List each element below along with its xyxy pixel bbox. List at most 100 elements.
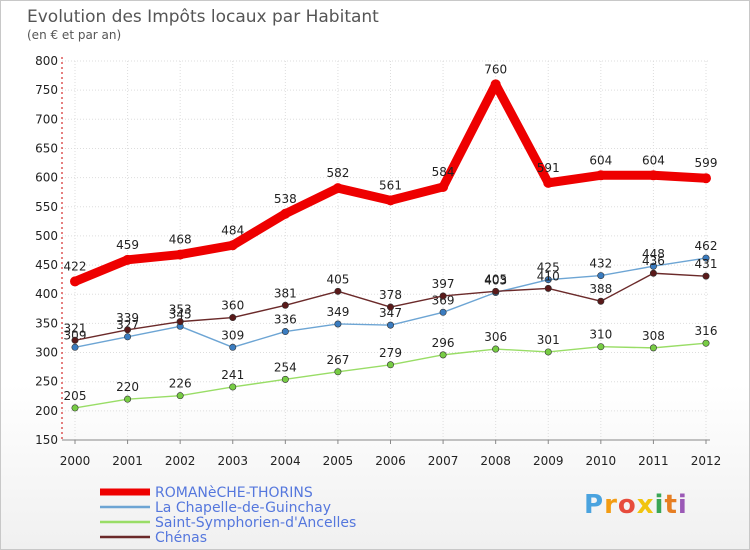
y-tick-label: 650	[35, 141, 58, 155]
data-point	[438, 181, 449, 192]
data-label: 353	[169, 303, 192, 317]
data-label: 316	[695, 324, 718, 338]
data-label: 538	[274, 192, 297, 206]
data-label: 336	[274, 313, 297, 327]
x-tick-label: 2010	[586, 454, 617, 468]
data-point	[124, 326, 132, 334]
data-label: 760	[484, 62, 507, 76]
data-label: 339	[116, 311, 139, 325]
data-label: 321	[64, 321, 87, 335]
logo-letter: x	[636, 490, 655, 520]
data-point	[334, 287, 342, 295]
y-tick-label: 600	[35, 171, 58, 185]
data-point	[386, 303, 394, 311]
data-point	[544, 284, 552, 292]
data-point	[229, 343, 237, 351]
x-tick-label: 2007	[428, 454, 459, 468]
data-point	[649, 262, 657, 270]
data-point	[386, 321, 394, 329]
data-point	[492, 345, 500, 353]
data-label: 604	[642, 153, 665, 167]
legend-label: La Chapelle-de-Guinchay	[155, 500, 331, 516]
y-tick-label: 700	[35, 112, 58, 126]
y-tick-label: 150	[35, 433, 58, 447]
data-label: 462	[695, 239, 718, 253]
data-point	[544, 348, 552, 356]
x-tick-label: 2006	[375, 454, 406, 468]
data-point	[597, 297, 605, 305]
data-label: 220	[116, 380, 139, 394]
data-label: 308	[642, 329, 665, 343]
data-label: 254	[274, 360, 297, 374]
chart-title: Evolution des Impôts locaux par Habitant	[27, 7, 379, 27]
data-label: 296	[432, 336, 455, 350]
data-point	[385, 195, 396, 206]
data-point	[492, 287, 500, 295]
data-point	[122, 254, 133, 265]
data-label: 604	[589, 153, 612, 167]
data-point	[70, 276, 80, 287]
x-tick-label: 2009	[533, 454, 564, 468]
data-point	[281, 375, 289, 383]
data-point	[702, 339, 710, 347]
data-point	[439, 292, 447, 300]
data-point	[702, 254, 710, 262]
data-point	[334, 320, 342, 328]
data-point	[649, 269, 657, 277]
data-point	[281, 328, 289, 336]
logo-letter: i	[654, 490, 665, 520]
data-label: 267	[326, 353, 349, 367]
data-label: 422	[64, 259, 87, 273]
logo-letter: o	[617, 490, 637, 520]
y-tick-label: 550	[35, 200, 58, 214]
y-tick-label: 400	[35, 287, 58, 301]
data-label: 381	[274, 286, 297, 300]
data-point	[334, 368, 342, 376]
data-label: 241	[221, 368, 244, 382]
data-label: 561	[379, 178, 402, 192]
data-label: 378	[379, 288, 402, 302]
data-point	[332, 183, 343, 194]
data-label: 405	[326, 272, 349, 286]
data-point	[490, 79, 501, 90]
data-point	[543, 177, 554, 188]
legend-label: ROMANèCHE-THORINS	[155, 485, 313, 501]
data-point	[175, 249, 186, 260]
data-label: 459	[116, 238, 139, 252]
y-tick-label: 450	[35, 258, 58, 272]
data-label: 448	[642, 247, 665, 261]
x-tick-label: 2001	[112, 454, 143, 468]
data-label: 226	[169, 377, 192, 391]
x-tick-label: 2005	[323, 454, 354, 468]
legend-label: Saint-Symphorien-d'Ancelles	[155, 515, 356, 531]
data-point	[229, 314, 237, 322]
data-point	[701, 173, 711, 184]
x-tick-label: 2000	[60, 454, 91, 468]
data-label: 405	[484, 272, 507, 286]
data-label: 360	[221, 299, 244, 313]
y-tick-label: 350	[35, 316, 58, 330]
data-label: 425	[537, 261, 560, 275]
data-label: 306	[484, 330, 507, 344]
data-point	[649, 344, 657, 352]
data-label: 205	[64, 389, 87, 403]
data-label: 345	[169, 307, 192, 321]
logo-letter: i	[677, 490, 688, 520]
data-label: 403	[484, 273, 507, 287]
data-point	[439, 308, 447, 316]
data-label: 279	[379, 346, 402, 360]
data-label: 349	[326, 305, 349, 319]
data-point	[227, 240, 238, 251]
logo-letter: t	[664, 490, 678, 520]
data-label: 432	[589, 257, 612, 271]
data-point	[595, 170, 606, 181]
legend-label: Chénas	[155, 530, 207, 546]
data-point	[702, 272, 710, 280]
data-point	[71, 404, 79, 412]
data-point	[71, 343, 79, 351]
x-tick-label: 2003	[217, 454, 248, 468]
y-tick-label: 800	[35, 54, 58, 68]
